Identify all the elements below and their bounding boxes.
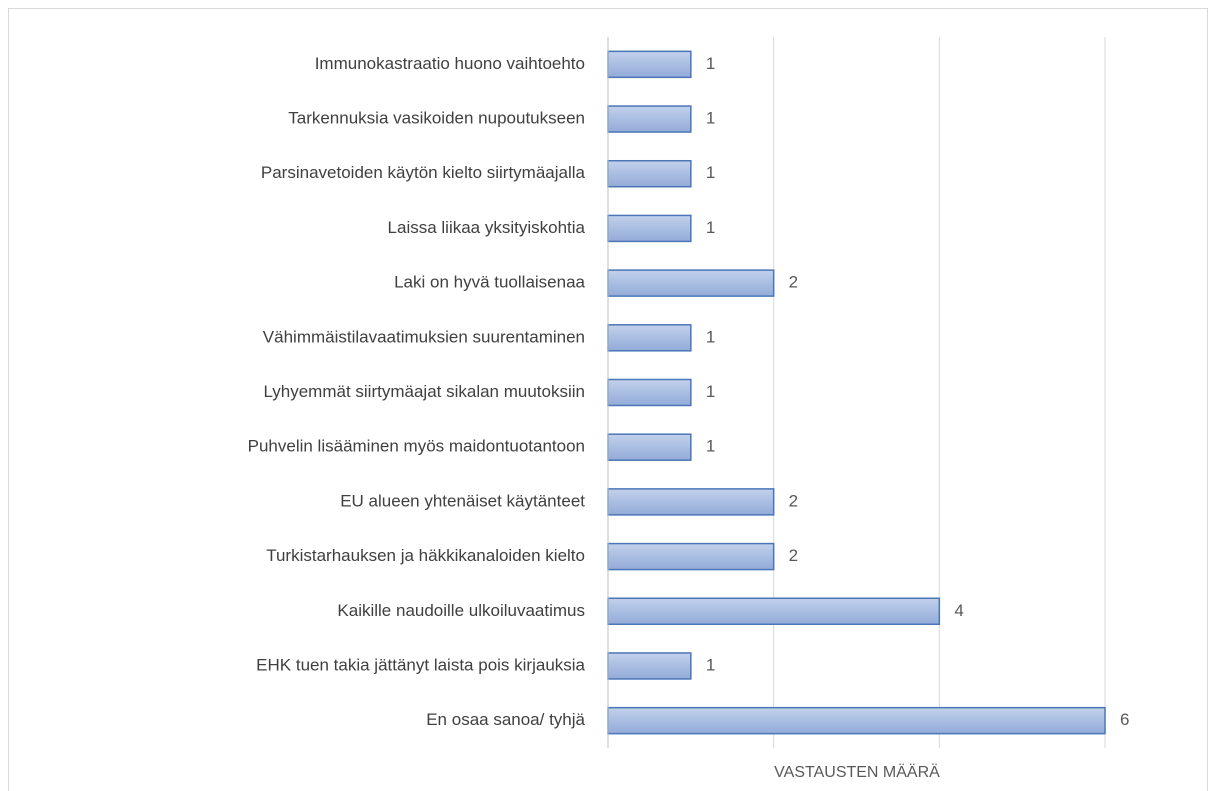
y-tick-label: Laissa liikaa yksityiskohtia: [388, 218, 586, 237]
bar: [607, 433, 692, 461]
data-label: 2: [789, 273, 798, 292]
y-tick-label: Turkistarhauksen ja häkkikanaloiden kiel…: [266, 546, 585, 565]
bar: [607, 50, 692, 79]
y-tick-label: Kaikille naudoille ulkoiluvaatimus: [337, 601, 585, 620]
x-axis-label: VASTAUSTEN MÄÄRÄ: [774, 763, 940, 781]
y-tick-label: Puhvelin lisääminen myös maidontuotantoo…: [248, 437, 585, 456]
y-tick-label: Vähimmäistilavaatimuksien suurentaminen: [263, 327, 585, 346]
bar: [607, 488, 775, 516]
bar: [607, 159, 692, 188]
chart-border: [8, 8, 1208, 791]
y-tick-label: Tarkennuksia vasikoiden nupoutukseen: [288, 109, 585, 128]
y-tick-label: Laki on hyvä tuollaisenaa: [394, 273, 585, 292]
bar: [607, 105, 692, 133]
bar: [607, 597, 941, 626]
data-label: 6: [1120, 710, 1129, 729]
y-tick-label: Lyhyemmät siirtymäajat sikalan muutoksii…: [263, 382, 585, 401]
data-label: 1: [706, 437, 715, 456]
y-tick-label: En osaa sanoa/ tyhjä: [426, 710, 585, 729]
bar: [607, 542, 775, 571]
data-label: 1: [706, 109, 715, 128]
data-label: 1: [706, 327, 715, 346]
data-label: 2: [789, 546, 798, 565]
bar: [607, 652, 692, 680]
data-label: 1: [706, 163, 715, 182]
bar: [607, 214, 692, 243]
data-label: 4: [954, 601, 963, 620]
bar: [607, 269, 775, 297]
y-tick-label: EU alueen yhtenäiset käytänteet: [340, 491, 585, 510]
bar: [607, 706, 1106, 735]
y-tick-label: Immunokastraatio huono vaihtoehto: [315, 54, 585, 73]
data-label: 1: [706, 54, 715, 73]
y-tick-label: EHK tuen takia jättänyt laista pois kirj…: [256, 655, 585, 674]
bar: [607, 324, 692, 352]
data-label: 1: [706, 655, 715, 674]
bar: [607, 378, 692, 407]
y-tick-label: Parsinavetoiden käytön kielto siirtymäaj…: [261, 163, 586, 182]
data-label: 2: [789, 491, 798, 510]
data-label: 1: [706, 382, 715, 401]
data-label: 1: [706, 218, 715, 237]
